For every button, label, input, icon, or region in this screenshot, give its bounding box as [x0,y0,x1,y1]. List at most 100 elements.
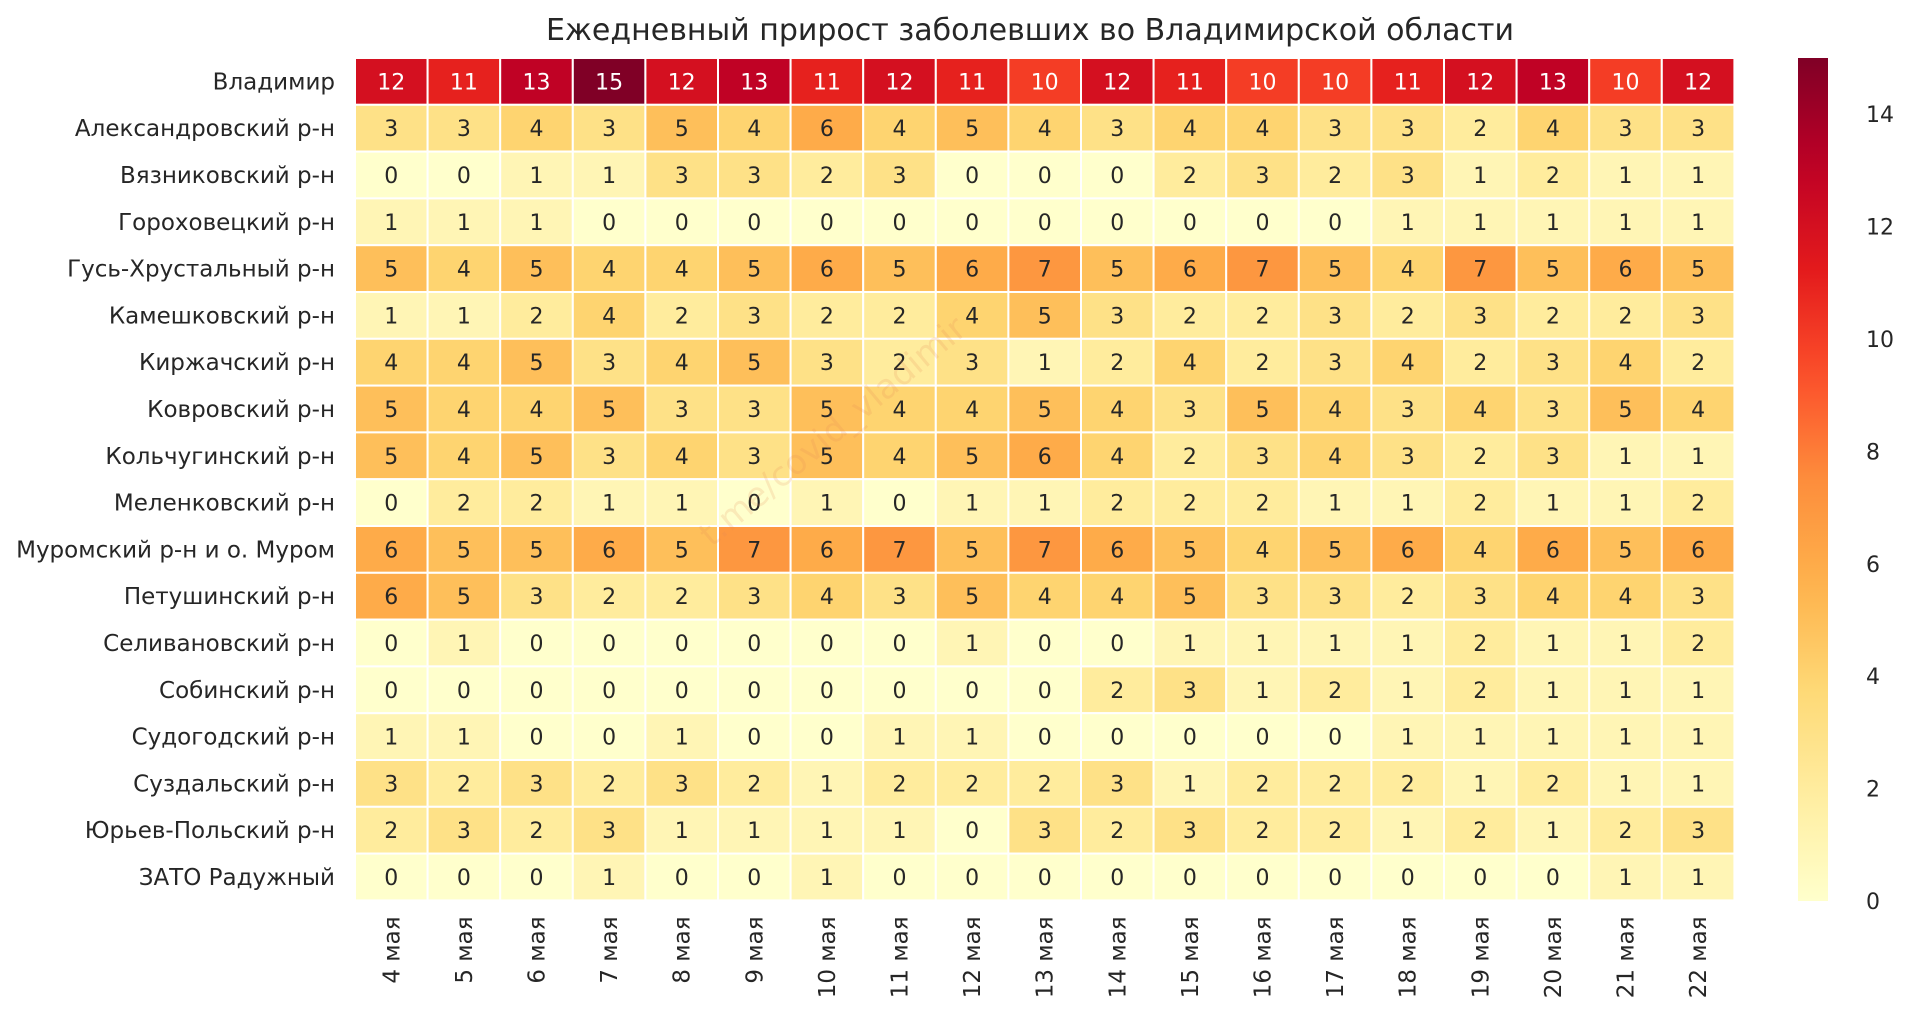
cell-value-label: 4 [1619,351,1633,376]
cell-value-label: 6 [965,258,979,283]
cell-value-label: 3 [675,164,689,189]
cell-value-label: 0 [1110,866,1124,891]
cell-value-label: 4 [457,351,471,376]
cell-value-label: 1 [1546,819,1560,844]
heatmap-cell [426,103,502,153]
column-label: 16 мая [1251,916,1277,998]
cell-value-label: 2 [1691,492,1705,517]
cell-value-label: 0 [1256,866,1270,891]
heatmap-cell [499,291,574,340]
heatmap-cell [426,197,502,247]
heatmap-cell [789,478,865,528]
cell-value-label: 5 [1183,585,1197,610]
heatmap-cell [1660,478,1736,528]
cell-value-label: 3 [1546,445,1560,470]
heatmap-cell [426,244,502,293]
cell-value-label: 3 [1183,679,1197,704]
heatmap-cell [354,291,429,340]
heatmap-cell [1515,571,1591,621]
cell-value-label: 1 [1401,492,1415,517]
cell-value-label: 1 [530,164,544,189]
cell-value-label: 1 [965,492,979,517]
cell-value-label: 13 [740,70,768,95]
cell-value-label: 4 [1256,538,1270,563]
cell-value-label: 0 [893,492,907,517]
cell-value-label: 2 [384,819,398,844]
cell-value-label: 3 [1110,772,1124,797]
heatmap-cell [644,525,720,574]
cell-value-label: 3 [747,304,761,329]
cell-value-label: 1 [1473,726,1487,751]
heatmap-cell [354,805,429,855]
cell-value-label: 5 [530,445,544,470]
heatmap-cell [1225,384,1300,434]
cell-value-label: 12 [886,70,914,95]
cell-value-label: 5 [384,398,398,423]
heatmap-cell [644,618,720,668]
cell-value-label: 5 [965,538,979,563]
cell-value-label: 1 [1691,164,1705,189]
cell-value-label: 4 [1038,585,1052,610]
cell-value-label: 6 [1401,538,1415,563]
cell-value-label: 0 [1183,211,1197,236]
colorbar-tick-label: 2 [1866,778,1880,803]
cell-value-label: 0 [893,679,907,704]
heatmap-cell [1080,197,1155,247]
heatmap-cell [1225,759,1300,808]
heatmap-cell [934,665,1010,715]
heatmap-cell [1007,103,1083,153]
heatmap-cell [1297,384,1373,434]
row-label: Киржачский р-н [139,350,335,376]
cell-value-label: 0 [1256,211,1270,236]
heatmap-cell [1370,665,1446,715]
cell-value-label: 2 [1619,819,1633,844]
cell-value-label: 1 [457,726,471,751]
cell-value-label: 3 [1256,445,1270,470]
heatmap-cell [1080,150,1155,200]
heatmap-cell [1588,150,1663,200]
heatmap-cell [934,618,1010,668]
cell-value-label: 2 [1256,351,1270,376]
cell-value-label: 2 [1183,304,1197,329]
heatmap-cell [426,571,502,621]
heatmap-cell [1080,384,1155,434]
cell-value-label: 5 [602,398,616,423]
row-label: Вязниковский р-н [120,163,335,189]
cell-value-label: 15 [595,70,623,95]
heatmap-cell [934,805,1010,855]
heatmap-cell [499,852,574,902]
heatmap-cell [717,244,792,293]
cell-value-label: 3 [457,819,471,844]
cell-value-label: 5 [384,258,398,283]
cell-value-label: 2 [1183,445,1197,470]
cell-value-label: 0 [1038,632,1052,657]
heatmap-cell [789,618,865,668]
heatmap-cell [1443,431,1518,481]
cell-value-label: 5 [747,351,761,376]
heatmap-cell [1370,244,1446,293]
cell-value-label: 5 [820,445,834,470]
cell-value-label: 3 [530,585,544,610]
cell-value-label: 2 [457,492,471,517]
cell-value-label: 1 [1401,211,1415,236]
heatmap-cell [862,431,937,481]
row-label: Александровский р-н [75,116,335,142]
cell-value-label: 12 [1466,70,1494,95]
cell-value-label: 1 [1183,632,1197,657]
heatmap-cell [1370,197,1446,247]
cell-value-label: 3 [675,398,689,423]
cell-value-label: 1 [457,632,471,657]
heatmap-cell [1225,712,1300,762]
row-label: ЗАТО Радужный [139,865,335,891]
heatmap-cell [1443,852,1518,902]
heatmap-cell [1515,103,1591,153]
heatmap-cell [499,244,574,293]
cell-value-label: 2 [1546,164,1560,189]
cell-value-label: 6 [820,258,834,283]
cell-value-label: 4 [893,398,907,423]
heatmap-cell [1297,478,1373,528]
heatmap-cell [934,852,1010,902]
heatmap-cell [499,384,574,434]
cell-value-label: 2 [1546,304,1560,329]
heatmap-cell [1007,384,1083,434]
